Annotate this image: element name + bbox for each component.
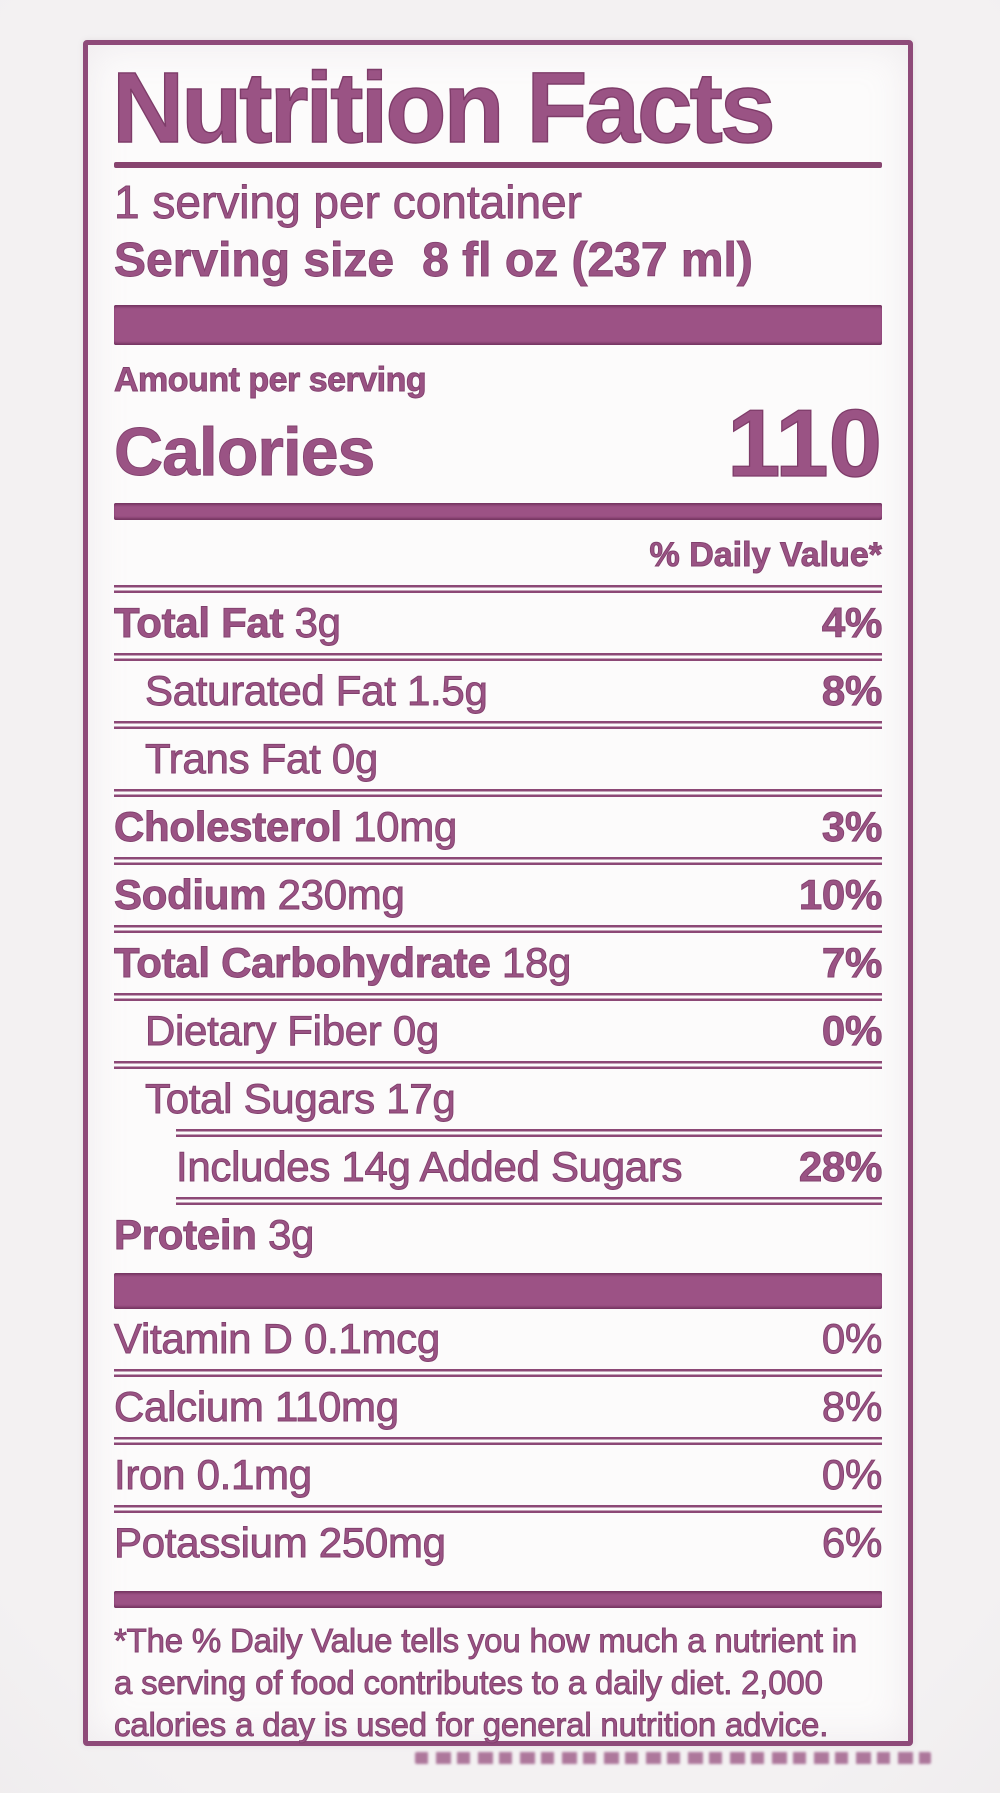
- nutrient-amount: 18g: [501, 938, 572, 986]
- divider-indented: [176, 1196, 882, 1205]
- nutrient-row-total-fat: Total Fat 3g 4%: [114, 593, 883, 653]
- section-bar-top: [114, 305, 882, 346]
- nutrient-amount: 0g: [331, 734, 378, 782]
- nutrient-amount: 0g: [392, 1006, 439, 1054]
- nutrient-dv: 0%: [821, 1006, 882, 1054]
- servings-per-container: 1 serving per container: [114, 176, 583, 228]
- vitamin-row-vitamin-d: Vitamin D 0.1mcg 0%: [114, 1309, 883, 1369]
- nutrient-row-trans-fat: Trans Fat 0g: [114, 729, 882, 789]
- nutrient-name: Dietary Fiber: [145, 1006, 383, 1054]
- nutrient-name: Includes 14g Added Sugars: [176, 1142, 683, 1190]
- divider: [114, 788, 882, 797]
- nutrient-name: Trans Fat: [145, 734, 322, 782]
- nutrient-name: Total Fat: [114, 598, 284, 646]
- divider: [114, 584, 882, 593]
- nutrient-row-cholesterol: Cholesterol 10mg 3%: [114, 797, 883, 857]
- nutrient-name: Saturated Fat: [145, 666, 397, 714]
- nutrient-dv: 3%: [821, 802, 882, 850]
- nutrient-row-added-sugars: Includes 14g Added Sugars 28%: [114, 1137, 883, 1197]
- nutrient-row-sodium: Sodium 230mg 10%: [114, 865, 883, 925]
- divider: [114, 856, 882, 865]
- divider: [114, 1505, 882, 1514]
- calories-label: Calories: [114, 414, 376, 491]
- vitamin-amount: 0.1mg: [196, 1451, 312, 1499]
- cutoff-print-fragment: [415, 1752, 931, 1764]
- vitamin-row-potassium: Potassium 250mg 6%: [114, 1513, 883, 1573]
- divider: [114, 652, 882, 661]
- nutrient-name: Total Sugars: [145, 1074, 376, 1122]
- divider: [114, 992, 882, 1001]
- serving-size-row: Serving size 8 fl oz (237 ml): [114, 233, 882, 288]
- nutrient-amount: 1.5g: [406, 666, 489, 714]
- nutrient-dv: 10%: [798, 870, 882, 918]
- divider: [114, 924, 882, 933]
- vitamin-name: Potassium: [114, 1519, 309, 1567]
- calories-divider-bar: [114, 502, 882, 520]
- nutrient-row-total-carbohydrate: Total Carbohydrate 18g 7%: [114, 933, 883, 993]
- vitamin-row-calcium: Calcium 110mg 8%: [114, 1377, 883, 1437]
- vitamin-dv: 0%: [821, 1451, 882, 1499]
- nutrient-amount: 17g: [386, 1074, 456, 1122]
- nutrient-amount: 10mg: [353, 802, 458, 850]
- nutrient-name: Cholesterol: [114, 802, 343, 850]
- calories-row: Calories 110: [114, 390, 883, 498]
- divider: [114, 1060, 882, 1069]
- serving-size-label: Serving size: [114, 233, 395, 287]
- nutrient-amount: 3g: [267, 1210, 315, 1258]
- vitamin-dv: 0%: [821, 1314, 882, 1362]
- nutrient-row-saturated-fat: Saturated Fat 1.5g 8%: [114, 661, 883, 721]
- amount-per-serving: Amount per serving: [114, 361, 428, 400]
- nutrient-dv: 8%: [821, 666, 882, 714]
- vitamin-amount: 250mg: [318, 1519, 446, 1567]
- divider: [114, 1368, 882, 1377]
- section-bar-bottom: [114, 1591, 882, 1609]
- vitamin-amount: 110mg: [274, 1382, 400, 1431]
- divider: [114, 720, 882, 729]
- daily-value-footnote: *The % Daily Value tells you how much a …: [114, 1622, 858, 1744]
- nutrient-amount: 3g: [294, 598, 341, 646]
- nutrient-amount: 230mg: [277, 870, 405, 918]
- vitamin-row-iron: Iron 0.1mg 0%: [114, 1445, 883, 1505]
- vitamin-amount: 0.1mcg: [303, 1314, 441, 1362]
- nutrient-row-protein: Protein 3g: [114, 1205, 882, 1265]
- vitamin-name: Vitamin D: [114, 1314, 294, 1362]
- nutrient-dv: 4%: [821, 598, 882, 646]
- title-divider: [114, 162, 882, 168]
- nutrition-facts-label: Nutrition Facts 1 serving per container …: [83, 40, 913, 1746]
- vitamin-dv: 6%: [821, 1519, 882, 1567]
- nutrient-row-total-sugars: Total Sugars 17g: [114, 1069, 882, 1129]
- nutrient-row-dietary-fiber: Dietary Fiber 0g 0%: [114, 1001, 883, 1061]
- vitamin-dv: 8%: [821, 1382, 882, 1431]
- nutrient-dv: 7%: [821, 938, 882, 986]
- daily-value-header: % Daily Value*: [649, 535, 882, 574]
- serving-size-value: 8 fl oz (237 ml): [422, 233, 754, 287]
- divider-indented: [176, 1128, 882, 1137]
- section-bar-middle: [114, 1272, 882, 1309]
- nutrient-dv: 28%: [798, 1142, 882, 1190]
- vitamin-name: Calcium: [114, 1382, 265, 1431]
- nutrient-name: Sodium: [114, 870, 267, 918]
- nutrient-name: Protein: [114, 1210, 258, 1258]
- vitamin-name: Iron: [114, 1451, 186, 1499]
- nutrient-name: Total Carbohydrate: [114, 938, 492, 986]
- label-title: Nutrition Facts: [111, 52, 776, 164]
- calories-value: 110: [726, 390, 882, 498]
- divider: [114, 1437, 882, 1445]
